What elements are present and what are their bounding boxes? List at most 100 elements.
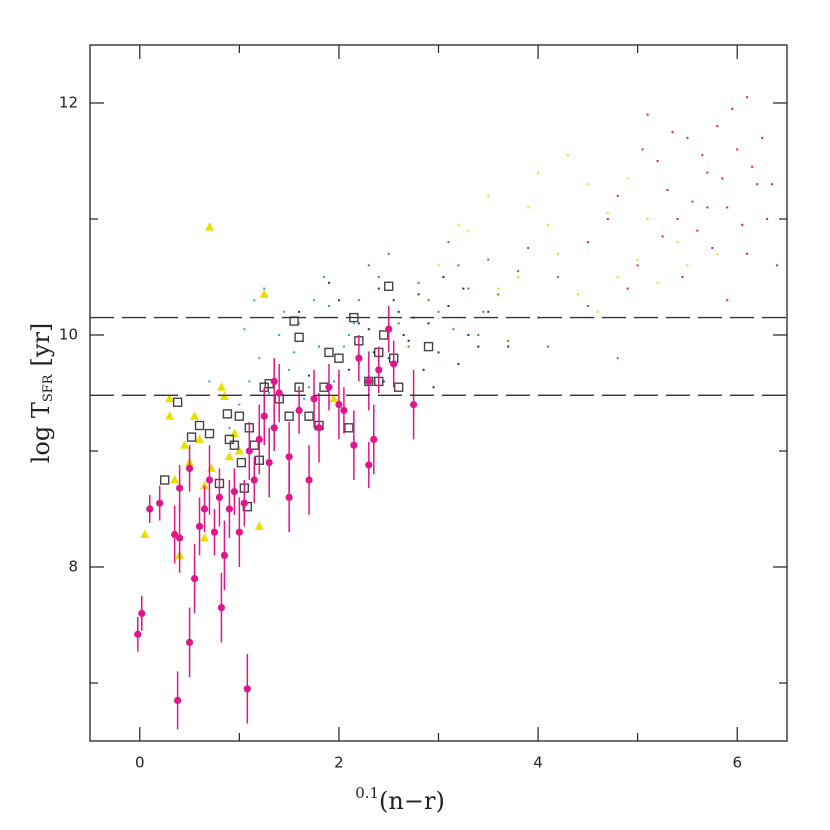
- point: [646, 218, 649, 220]
- triangle-point: [204, 222, 214, 231]
- x-label-main: (n−r): [379, 787, 445, 815]
- circle-point: [365, 377, 373, 385]
- point: [308, 374, 311, 377]
- point: [258, 357, 261, 360]
- point: [696, 229, 699, 232]
- point: [293, 351, 296, 354]
- point: [636, 258, 639, 261]
- point: [566, 154, 569, 157]
- square-point: [234, 411, 245, 421]
- circle-point: [370, 435, 378, 443]
- point: [457, 223, 460, 226]
- point: [372, 351, 375, 354]
- point: [357, 299, 360, 302]
- point: [313, 299, 316, 302]
- square-point: [423, 341, 434, 352]
- point: [342, 345, 345, 348]
- triangle-point: [165, 393, 175, 403]
- point: [736, 148, 739, 151]
- circle-point: [210, 528, 219, 536]
- square-point: [224, 434, 235, 445]
- triangle-point: [206, 463, 216, 472]
- point: [661, 235, 664, 238]
- point: [457, 363, 460, 365]
- point: [377, 287, 380, 290]
- triangle-point: [216, 382, 226, 391]
- triangle-point: [259, 289, 269, 298]
- point: [721, 177, 724, 180]
- circle-point: [215, 493, 224, 501]
- point: [417, 293, 420, 296]
- circle-point: [285, 453, 293, 461]
- point: [701, 154, 704, 157]
- x-tick-label: 0: [135, 754, 145, 772]
- point: [397, 322, 400, 325]
- point: [467, 287, 470, 290]
- point: [367, 328, 370, 331]
- point: [487, 258, 490, 261]
- square-point: [236, 457, 247, 468]
- point: [352, 322, 355, 325]
- triangle-point: [234, 446, 244, 455]
- point: [327, 281, 330, 284]
- point: [288, 368, 291, 371]
- point: [636, 264, 639, 267]
- circle-point: [195, 522, 204, 531]
- point: [716, 125, 719, 128]
- point: [327, 305, 330, 307]
- point: [447, 305, 450, 307]
- y-tick-label: 8: [68, 558, 78, 576]
- x-tick-label: 2: [334, 754, 344, 772]
- y-tick-label: 12: [59, 94, 78, 112]
- point: [731, 107, 734, 110]
- point: [626, 177, 629, 180]
- plot-frame: [89, 44, 788, 742]
- point: [537, 171, 540, 174]
- square-point: [159, 475, 170, 485]
- point: [616, 276, 619, 278]
- square-point: [222, 409, 233, 419]
- point: [547, 345, 550, 348]
- point: [387, 252, 390, 255]
- point: [646, 113, 649, 116]
- circle-point: [270, 377, 278, 385]
- point: [238, 403, 241, 406]
- point: [332, 380, 335, 383]
- point: [547, 223, 550, 226]
- y-label-unit: [yr]: [27, 323, 55, 367]
- point: [706, 206, 709, 209]
- square-point: [284, 411, 294, 421]
- point: [711, 247, 714, 249]
- x-tick-label: 4: [533, 754, 543, 772]
- point: [741, 223, 744, 226]
- point: [497, 287, 500, 290]
- circle-point: [174, 696, 182, 705]
- point: [776, 264, 779, 267]
- point: [467, 334, 470, 336]
- triangle-point: [190, 411, 200, 420]
- circle-point: [390, 360, 398, 368]
- point: [452, 328, 455, 331]
- square-point: [393, 382, 404, 392]
- circle-point: [190, 575, 199, 583]
- triangle-point: [180, 440, 190, 449]
- point: [253, 299, 256, 302]
- triangle-point: [224, 451, 234, 461]
- point: [656, 160, 659, 162]
- point: [616, 194, 619, 197]
- circle-point: [255, 435, 263, 443]
- circle-point: [250, 476, 258, 484]
- circle-point: [138, 609, 146, 618]
- point: [766, 218, 769, 220]
- circle-point: [235, 528, 243, 536]
- point: [422, 368, 425, 371]
- point: [308, 386, 311, 389]
- point: [706, 171, 709, 174]
- y-label-main: log T: [27, 402, 55, 463]
- point: [263, 287, 266, 290]
- point: [303, 397, 306, 400]
- point: [298, 310, 301, 313]
- square-point: [304, 411, 314, 421]
- point: [487, 310, 490, 313]
- point: [437, 264, 440, 267]
